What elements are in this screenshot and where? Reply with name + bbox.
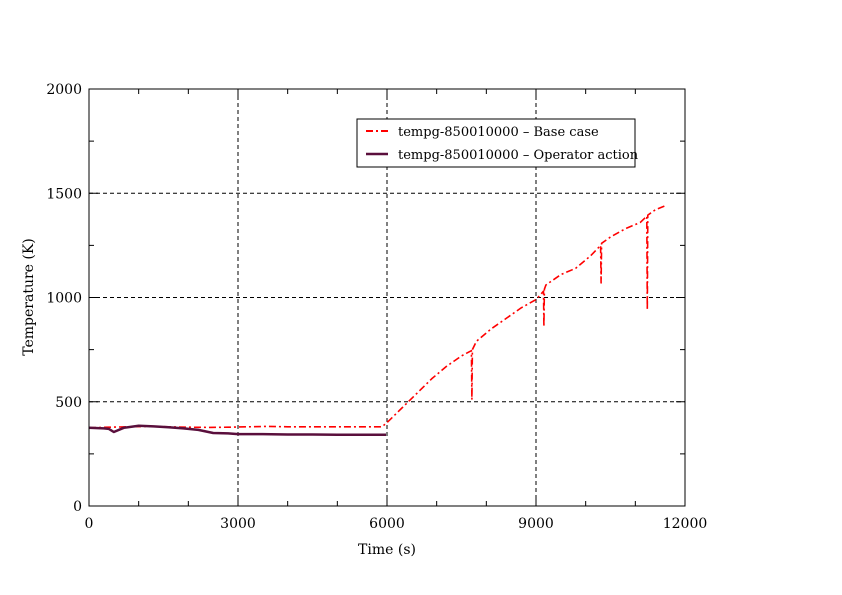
legend-box [356,118,636,168]
x-tick-label: 6000 [369,516,405,532]
legend-label-base-case: tempg-850010000 – Base case [398,125,599,140]
y-tick-label: 2000 [46,82,82,98]
x-tick-label: 9000 [518,516,554,532]
series-lines [88,205,666,436]
series-line-operator-action [88,424,386,436]
x-axis-label: Time (s) [358,542,416,558]
y-tick-label: 500 [55,395,82,411]
plot-area-frame [88,88,686,507]
y-tick-label: 1000 [46,291,82,307]
y-tick-label: 0 [73,499,82,515]
y-axis-label: Temperature (K) [21,238,37,356]
grid-lines [89,89,685,506]
x-tick-label: 12000 [663,516,708,532]
x-tick-label: 0 [85,516,94,532]
series-line-base-case [88,205,666,429]
tick-labels: 0 3000 6000 9000 12000 0 500 1000 1500 2000 [46,82,707,532]
legend: tempg-850010000 – Base case tempg-850010… [356,118,639,168]
y-tick-label: 1500 [46,186,82,202]
legend-label-operator-action: tempg-850010000 – Operator action [398,148,639,163]
x-tick-label: 3000 [220,516,256,532]
